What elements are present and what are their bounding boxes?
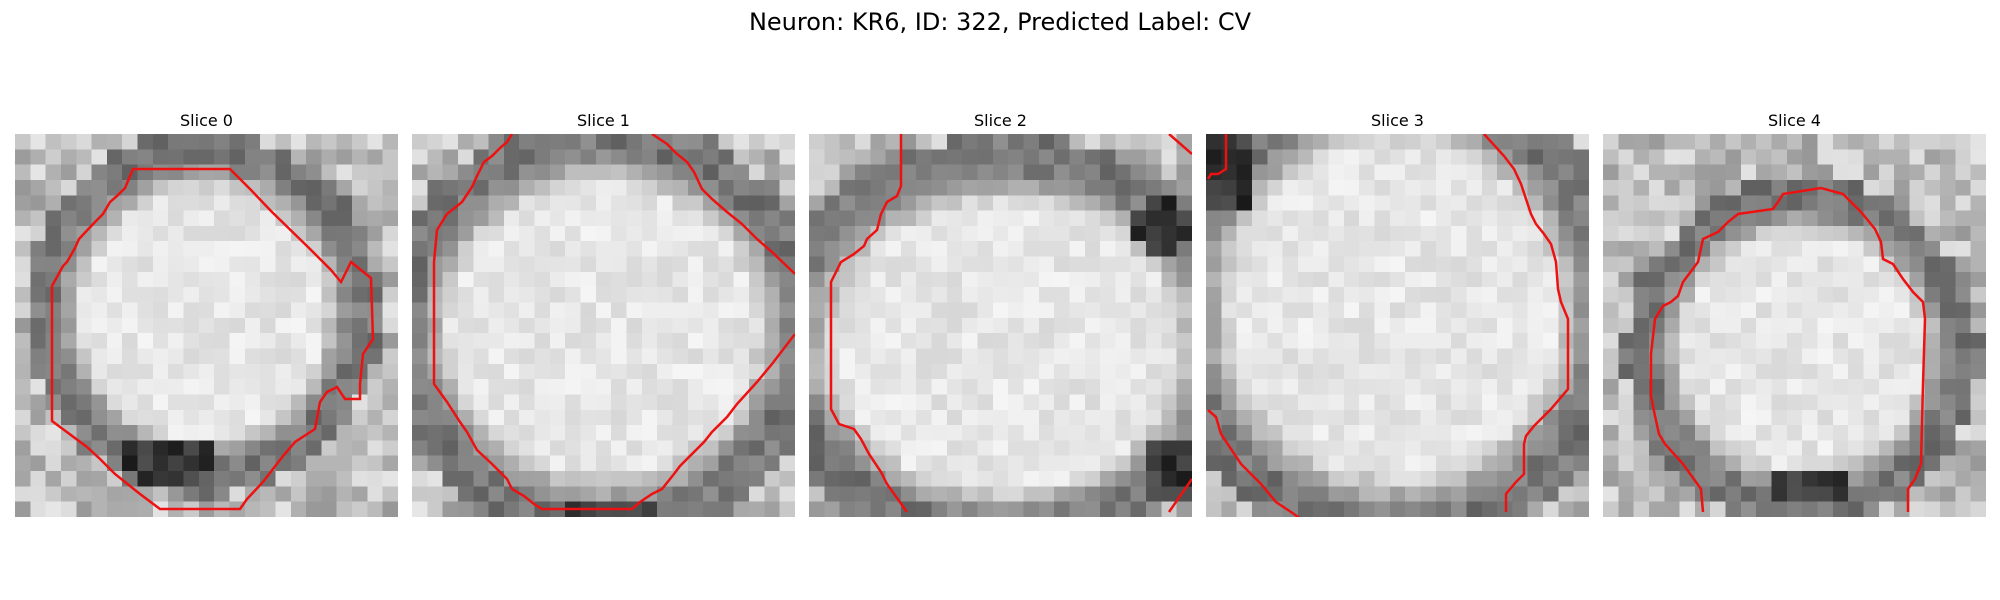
microscopy-image	[1603, 134, 1986, 517]
slice-panel: Slice 1	[412, 108, 795, 517]
slice-title: Slice 1	[577, 111, 630, 130]
slice-title: Slice 2	[974, 111, 1027, 130]
segmentation-contour	[1206, 134, 1228, 180]
pixel-grid	[15, 134, 398, 517]
microscopy-image	[1206, 134, 1589, 517]
slice-image-svg	[412, 134, 795, 517]
slice-panel: Slice 3	[1206, 108, 1589, 517]
segmentation-contour	[1168, 134, 1192, 155]
microscopy-image	[809, 134, 1192, 517]
slice-panel: Slice 0	[15, 108, 398, 517]
slice-panel: Slice 2	[809, 108, 1192, 517]
pixel-grid	[1603, 134, 1986, 517]
segmentation-contour	[1649, 186, 1927, 513]
figure-title: Neuron: KR6, ID: 322, Predicted Label: C…	[748, 8, 1252, 36]
microscopy-image	[15, 134, 398, 517]
slice-image-svg	[15, 134, 398, 517]
segmentation-contour	[1207, 409, 1301, 517]
segmentation-contour	[1167, 478, 1192, 513]
segmentation-contour	[829, 134, 909, 513]
segmentation-contour	[50, 167, 375, 511]
microscopy-image	[412, 134, 795, 517]
slice-panel: Slice 4	[1603, 108, 1986, 517]
pixel-grid	[809, 134, 1192, 517]
slice-title: Slice 0	[180, 111, 233, 130]
slice-title: Slice 4	[1768, 111, 1821, 130]
segmentation-contour	[1483, 134, 1570, 512]
slice-image-svg	[1603, 134, 1986, 517]
slice-title: Slice 3	[1371, 111, 1424, 130]
segmentation-contour	[651, 134, 795, 275]
pixel-grid	[412, 134, 795, 517]
pixel-grid	[1206, 134, 1589, 517]
segmentation-contour	[432, 134, 795, 511]
slice-image-svg	[809, 134, 1192, 517]
slice-image-svg	[1206, 134, 1589, 517]
